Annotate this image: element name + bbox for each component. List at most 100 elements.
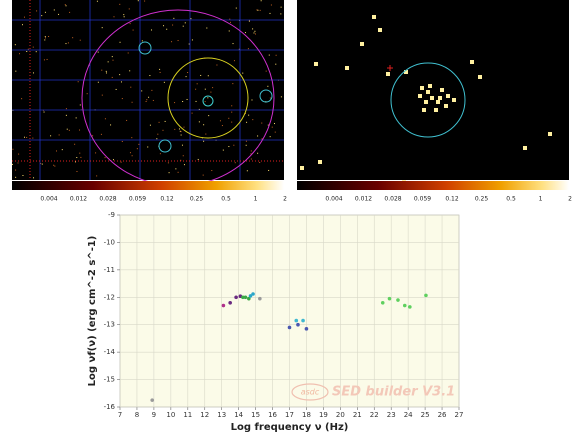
star: [228, 117, 230, 119]
star: [48, 35, 50, 37]
star: [77, 81, 79, 83]
star: [203, 140, 205, 142]
star: [115, 88, 117, 90]
star: [141, 90, 143, 92]
star: [242, 72, 244, 74]
star: [128, 8, 130, 10]
star: [250, 158, 252, 160]
star: [231, 105, 233, 107]
star: [245, 113, 247, 115]
y-tick-label: -15: [104, 376, 115, 384]
star: [274, 131, 276, 133]
x-tick-label: 9: [152, 411, 156, 419]
photon: [345, 66, 349, 70]
star: [15, 70, 17, 72]
star: [257, 135, 259, 137]
star: [188, 43, 190, 45]
photon: [318, 160, 322, 164]
star: [172, 24, 174, 26]
star: [260, 0, 262, 2]
star: [126, 119, 128, 121]
colorbar-label: 0.004: [325, 196, 342, 203]
star: [171, 41, 173, 43]
star: [92, 135, 94, 137]
star: [22, 175, 24, 177]
photon: [420, 86, 424, 90]
y-tick-label: -14: [104, 348, 116, 356]
star: [252, 119, 254, 121]
star: [267, 85, 269, 87]
star: [120, 81, 122, 83]
star: [235, 7, 237, 9]
x-tick-label: 15: [251, 411, 260, 419]
star: [79, 152, 81, 154]
star: [129, 23, 131, 25]
colorbar-label: 0.004: [40, 196, 57, 203]
colorbar: [12, 181, 284, 190]
colorbar-label: 2: [283, 196, 287, 203]
data-point: [150, 398, 155, 402]
star: [75, 117, 77, 119]
star: [147, 146, 149, 148]
data-point: [396, 298, 400, 302]
star: [129, 152, 131, 154]
star: [159, 153, 161, 155]
star: [137, 0, 139, 2]
star: [151, 89, 153, 91]
star: [123, 14, 125, 16]
star: [228, 30, 230, 32]
data-point: [294, 318, 299, 323]
data-point: [287, 325, 292, 330]
watermark: SED builder V3.1: [332, 385, 455, 400]
star: [232, 83, 234, 85]
star: [205, 133, 207, 135]
star: [97, 81, 99, 83]
star: [221, 125, 223, 127]
data-point: [296, 322, 300, 327]
star: [131, 101, 133, 103]
star: [196, 83, 198, 85]
region: [202, 95, 214, 107]
x-tick-label: 19: [319, 411, 328, 419]
colorbar: [297, 181, 569, 190]
star: [149, 75, 151, 77]
star: [101, 69, 103, 71]
star: [275, 63, 277, 65]
colorbar-label: 0.5: [506, 196, 516, 203]
star: [104, 157, 106, 159]
star: [265, 70, 267, 72]
x-tick-label: 18: [302, 411, 311, 419]
star: [96, 0, 98, 2]
region: [158, 139, 172, 153]
star: [271, 126, 273, 128]
star: [76, 157, 78, 159]
x-tick-label: 13: [217, 411, 226, 419]
star: [251, 99, 253, 101]
photon: [300, 166, 304, 170]
star: [86, 93, 88, 95]
star: [229, 18, 231, 20]
star: [65, 5, 67, 7]
star: [232, 43, 234, 45]
star: [180, 131, 182, 133]
star: [17, 162, 19, 164]
data-point: [247, 296, 251, 301]
star: [204, 88, 206, 90]
star: [183, 126, 185, 128]
star: [177, 40, 179, 42]
star: [191, 39, 193, 41]
star: [207, 97, 209, 99]
star: [65, 43, 67, 45]
data-point: [387, 296, 392, 301]
x-tick-label: 12: [200, 411, 209, 419]
star: [79, 104, 81, 106]
star: [228, 146, 230, 148]
star: [64, 4, 66, 6]
star: [233, 144, 235, 146]
star: [112, 59, 114, 61]
star: [32, 137, 34, 139]
star: [43, 59, 45, 61]
star: [211, 170, 213, 172]
star: [250, 153, 252, 155]
